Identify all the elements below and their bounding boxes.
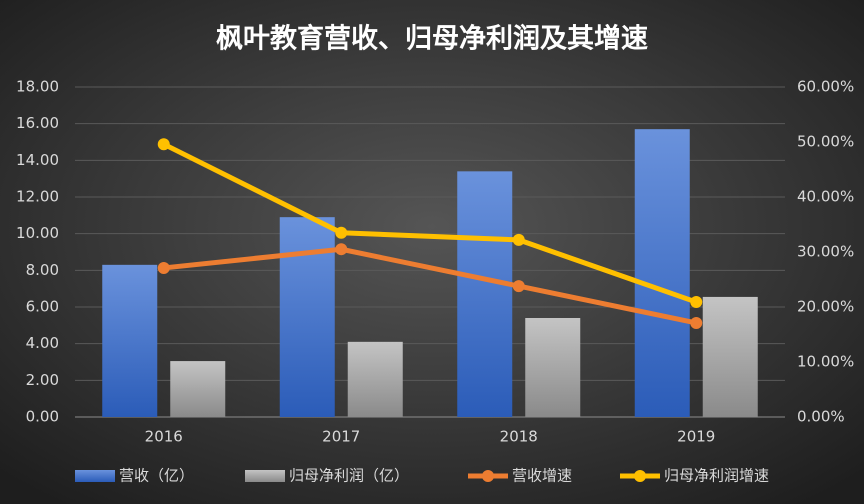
bar — [102, 264, 158, 417]
chart-title: 枫叶教育营收、归母净利润及其增速 — [216, 23, 648, 55]
point — [157, 138, 170, 151]
y2-tick-label: 10.00% — [797, 353, 854, 371]
line — [162, 141, 698, 305]
legend-label: 归母净利润（亿） — [289, 467, 409, 485]
bar — [525, 318, 581, 417]
legend-swatch — [634, 470, 646, 482]
y-tick-label: 16.00 — [16, 114, 59, 132]
bar — [457, 171, 513, 417]
point — [690, 316, 703, 329]
y-tick-label: 10.00 — [16, 224, 59, 242]
x-tick-label: 2019 — [677, 428, 715, 446]
bar — [279, 217, 335, 417]
y-tick-label: 8.00 — [26, 261, 59, 279]
y2-tick-label: 30.00% — [797, 243, 854, 261]
line — [163, 246, 697, 326]
bar — [347, 341, 403, 417]
bar — [170, 361, 226, 417]
point — [512, 233, 525, 246]
bar — [634, 129, 690, 417]
x-tick-label: 2018 — [500, 428, 538, 446]
y2-tick-label: 50.00% — [797, 133, 854, 151]
legend-swatch — [482, 470, 494, 482]
y2-tick-label: 0.00% — [797, 408, 845, 426]
y2-tick-label: 20.00% — [797, 298, 854, 316]
bar — [702, 296, 758, 417]
y-tick-label: 2.00 — [26, 371, 59, 389]
legend-label: 营收（亿） — [119, 467, 194, 485]
legend-swatch — [245, 470, 285, 482]
y2-tick-label: 40.00% — [797, 188, 854, 206]
point — [512, 280, 525, 293]
y-tick-label: 0.00 — [26, 408, 59, 426]
point — [157, 261, 170, 274]
legend-label: 营收增速 — [512, 467, 572, 485]
y2-tick-label: 60.00% — [797, 78, 854, 96]
y-tick-label: 6.00 — [26, 298, 59, 316]
y-tick-label: 18.00 — [16, 78, 59, 96]
x-tick-label: 2017 — [322, 428, 360, 446]
point — [690, 296, 703, 309]
legend-swatch — [75, 470, 115, 482]
legend-label: 归母净利润增速 — [664, 467, 769, 485]
y-tick-label: 12.00 — [16, 188, 59, 206]
point — [335, 226, 348, 239]
y-tick-label: 14.00 — [16, 151, 59, 169]
y-tick-label: 4.00 — [26, 334, 59, 352]
point — [335, 243, 348, 256]
x-tick-label: 2016 — [145, 428, 183, 446]
